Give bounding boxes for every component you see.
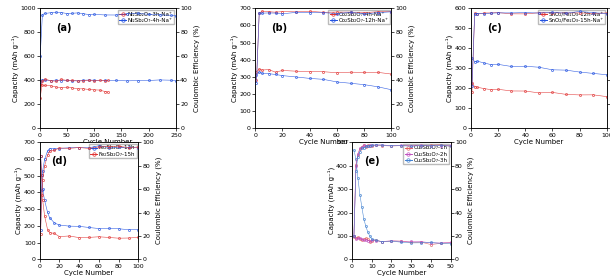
X-axis label: Cycle Number: Cycle Number (514, 139, 564, 145)
Y-axis label: Capacity (mAh g⁻¹): Capacity (mAh g⁻¹) (15, 167, 23, 234)
Y-axis label: Coulombic Efficiency (%): Coulombic Efficiency (%) (409, 25, 415, 112)
Y-axis label: Capacity (mAh g⁻¹): Capacity (mAh g⁻¹) (231, 35, 238, 102)
X-axis label: Cycle Number: Cycle Number (299, 139, 348, 145)
Text: (c): (c) (487, 23, 501, 33)
X-axis label: Cycle Number: Cycle Number (377, 270, 426, 276)
Legend: Fe₂Sb₂O₇-12h, Fe₂Sb₂O₇-15h: Fe₂Sb₂O₇-12h, Fe₂Sb₂O₇-15h (88, 144, 137, 158)
Y-axis label: Coulombic Efficiency (%): Coulombic Efficiency (%) (193, 25, 199, 112)
Legend: Ni₂Sb₂O₇-3h-Na⁺, Ni₂Sb₂O₇-4h-Na⁺: Ni₂Sb₂O₇-3h-Na⁺, Ni₂Sb₂O₇-4h-Na⁺ (118, 10, 174, 24)
Y-axis label: Coulombic Efficiency (%): Coulombic Efficiency (%) (468, 157, 475, 245)
Y-axis label: Capacity (mAh g⁻¹): Capacity (mAh g⁻¹) (327, 167, 335, 234)
X-axis label: Cycle Number: Cycle Number (83, 139, 132, 145)
Legend: SnO₂/Fe₂O₃-12h-Na⁺, SnO₂/Fe₂O₃-15h-Na⁺: SnO₂/Fe₂O₃-12h-Na⁺, SnO₂/Fe₂O₃-15h-Na⁺ (539, 10, 605, 24)
Text: (e): (e) (364, 156, 379, 166)
Text: (b): (b) (271, 23, 287, 33)
Text: (d): (d) (51, 156, 68, 166)
Y-axis label: Capacity (mAh g⁻¹): Capacity (mAh g⁻¹) (446, 35, 453, 102)
Y-axis label: Coulombic Efficiency (%): Coulombic Efficiency (%) (156, 157, 162, 245)
X-axis label: Cycle Number: Cycle Number (65, 270, 113, 276)
Legend: Cu₂Sb₂O₇-1h, Cu₂Sb₂O₇-2h, Cu₂Sb₂O₇-3h: Cu₂Sb₂O₇-1h, Cu₂Sb₂O₇-2h, Cu₂Sb₂O₇-3h (403, 144, 449, 164)
Y-axis label: Capacity (mAh g⁻¹): Capacity (mAh g⁻¹) (11, 35, 18, 102)
Text: (a): (a) (56, 23, 71, 33)
Legend: Co₂Sb₂O₇-4h-Na⁺, Co₂Sb₂O₇-12h-Na⁺: Co₂Sb₂O₇-4h-Na⁺, Co₂Sb₂O₇-12h-Na⁺ (328, 10, 390, 24)
